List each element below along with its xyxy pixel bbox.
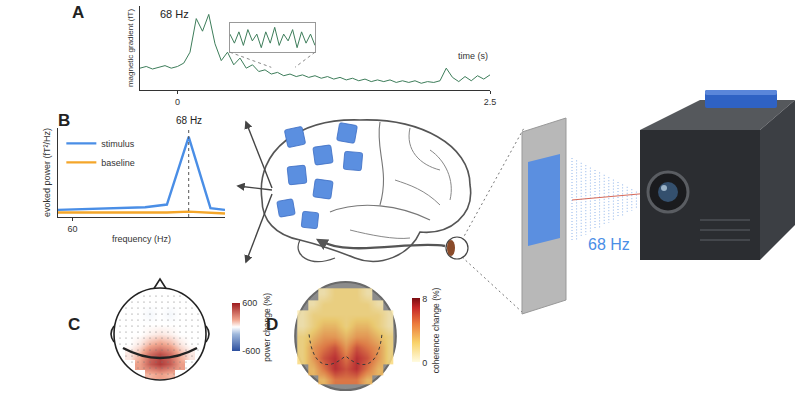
svg-text:600: 600 [242, 298, 257, 308]
svg-text:time (s): time (s) [458, 51, 488, 61]
svg-text:coherence change (%): coherence change (%) [431, 287, 441, 373]
svg-text:A: A [72, 3, 84, 22]
svg-text:0: 0 [422, 358, 427, 368]
svg-text:frequency (Hz): frequency (Hz) [112, 234, 171, 244]
svg-text:68 Hz: 68 Hz [176, 115, 202, 126]
svg-text:evoked power (fT²/Hz): evoked power (fT²/Hz) [42, 128, 52, 217]
svg-text:baseline: baseline [101, 158, 135, 168]
svg-text:0: 0 [175, 97, 180, 107]
svg-text:2.5: 2.5 [484, 97, 497, 107]
svg-text:magnetic gradient (fT): magnetic gradient (fT) [126, 9, 135, 88]
svg-text:power change (%): power change (%) [262, 293, 272, 362]
svg-text:-600: -600 [242, 346, 260, 356]
svg-text:68 Hz: 68 Hz [588, 236, 630, 253]
svg-text:stimulus: stimulus [101, 139, 135, 149]
svg-text:C: C [68, 315, 80, 334]
svg-text:68 Hz: 68 Hz [160, 8, 189, 20]
svg-text:8: 8 [422, 294, 427, 304]
svg-text:D: D [266, 315, 278, 334]
svg-text:60: 60 [68, 224, 78, 234]
svg-text:B: B [58, 111, 70, 130]
